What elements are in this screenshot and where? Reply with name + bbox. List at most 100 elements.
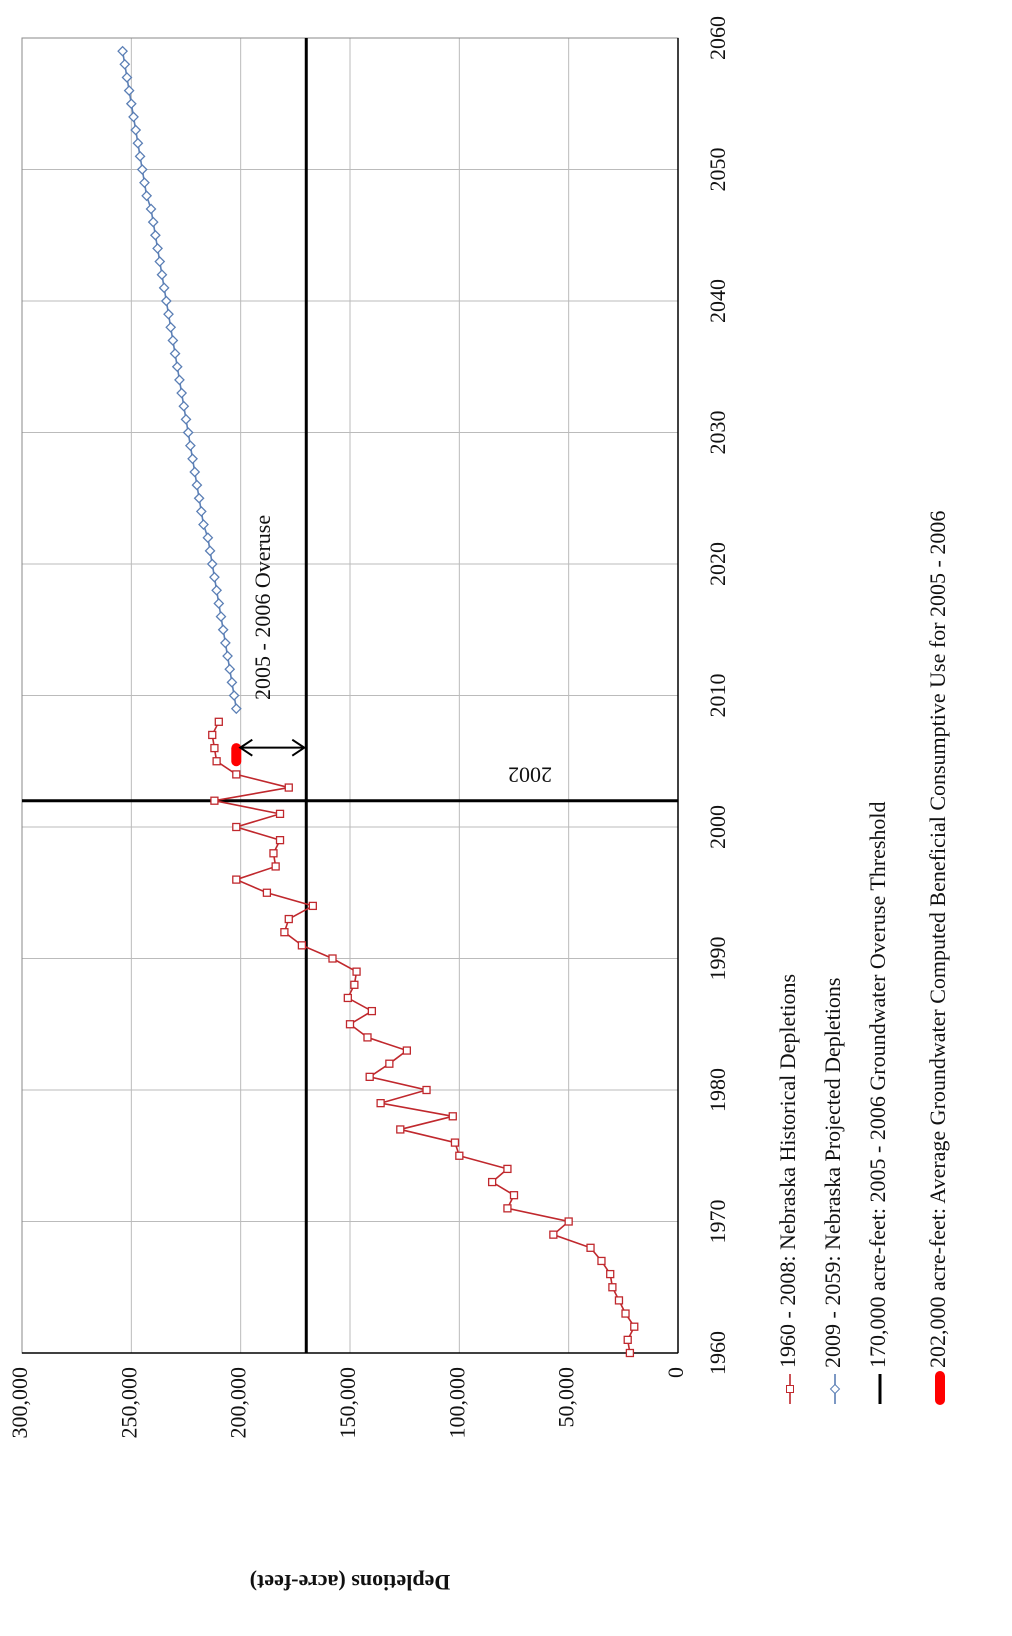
data-point <box>215 611 227 623</box>
x-tick-label: 2020 <box>705 542 730 586</box>
data-point <box>174 374 185 386</box>
data-point <box>232 875 241 884</box>
data-point <box>136 164 148 175</box>
data-point <box>165 321 177 333</box>
data-point <box>308 901 317 911</box>
x-tick-label: 2030 <box>705 411 730 455</box>
data-point <box>222 650 233 662</box>
data-point <box>169 348 181 360</box>
x-tick-label: 1960 <box>705 1331 730 1375</box>
data-point <box>625 1348 635 1358</box>
data-point <box>145 203 157 215</box>
legend-item: 202,000 acre-feet: Average Groundwater C… <box>925 511 950 1405</box>
data-point <box>564 1217 573 1226</box>
data-point <box>232 770 241 779</box>
x-tick-label: 2040 <box>705 279 730 323</box>
data-point <box>130 124 142 136</box>
data-point <box>402 1046 412 1055</box>
data-point <box>193 492 205 504</box>
data-point <box>503 1204 512 1213</box>
data-point <box>163 308 174 320</box>
legend-label: 170,000 acre-feet: 2005 - 2006 Groundwat… <box>865 801 890 1368</box>
data-point <box>396 1125 405 1134</box>
data-point <box>211 584 223 596</box>
data-point <box>134 150 146 162</box>
x-tick-label: 2050 <box>705 148 730 192</box>
data-point <box>156 269 168 281</box>
data-point <box>228 690 240 701</box>
data-point <box>448 1112 457 1121</box>
data-point <box>209 571 220 583</box>
data-point <box>158 282 170 294</box>
x-tick-label: 1970 <box>705 1200 730 1244</box>
data-point <box>184 440 196 452</box>
y-axis-title: Depletions (acre-feet) <box>250 1570 451 1595</box>
legend-item: 170,000 acre-feet: 2005 - 2006 Groundwat… <box>865 801 890 1404</box>
data-point <box>487 1177 497 1187</box>
x-tick-label: 1990 <box>705 937 730 981</box>
data-point <box>212 757 221 766</box>
data-point <box>176 387 188 399</box>
data-point <box>204 545 216 557</box>
data-point <box>195 505 207 517</box>
reference-label: 2002 <box>508 763 552 788</box>
data-point <box>367 1006 377 1016</box>
legend-marker <box>829 1383 841 1395</box>
data-point <box>549 1230 558 1239</box>
data-point <box>280 928 289 937</box>
data-point <box>132 137 144 149</box>
data-point <box>208 730 217 740</box>
y-tick-label: 100,000 <box>444 1367 469 1439</box>
legend-item: 2009 - 2059: Nebraska Projected Depletio… <box>820 978 845 1404</box>
data-point <box>262 888 272 897</box>
data-point <box>139 177 150 189</box>
data-point <box>167 335 179 346</box>
data-point <box>226 676 238 688</box>
data-point <box>275 836 285 845</box>
data-point <box>230 703 242 715</box>
legend-label: 2009 - 2059: Nebraska Projected Depletio… <box>820 978 845 1368</box>
data-point <box>608 1283 617 1292</box>
data-point <box>191 479 203 491</box>
data-point <box>509 1191 519 1200</box>
data-point <box>269 849 278 858</box>
data-point <box>623 1335 632 1345</box>
legend-label: 1960 - 2008: Nebraska Historical Depleti… <box>775 974 800 1368</box>
data-point <box>214 717 223 726</box>
data-point <box>182 427 194 438</box>
y-tick-label: 0 <box>663 1367 688 1378</box>
data-point <box>121 72 133 83</box>
data-point <box>219 637 231 649</box>
data-point <box>586 1243 595 1252</box>
data-point <box>160 295 172 307</box>
data-point <box>328 954 337 963</box>
x-tick-label: 1980 <box>705 1068 730 1112</box>
data-point <box>206 558 218 570</box>
data-point <box>614 1296 624 1305</box>
data-point <box>141 190 153 202</box>
data-point <box>147 216 159 228</box>
data-point <box>284 783 293 792</box>
legend-label: 202,000 acre-feet: Average Groundwater C… <box>925 511 950 1368</box>
data-point <box>117 45 129 57</box>
y-tick-label: 200,000 <box>226 1367 251 1439</box>
data-point <box>210 743 219 753</box>
data-point <box>271 862 280 871</box>
data-point <box>503 1164 512 1174</box>
data-point <box>345 1020 355 1029</box>
data-point <box>152 242 163 254</box>
data-point <box>350 980 359 989</box>
data-point <box>232 822 241 832</box>
legend-item: 1960 - 2008: Nebraska Historical Depleti… <box>775 974 800 1404</box>
data-point <box>171 361 183 373</box>
data-point <box>213 598 225 609</box>
data-point <box>284 914 293 924</box>
data-point <box>202 532 214 544</box>
data-point <box>455 1151 464 1160</box>
data-point <box>450 1138 460 1147</box>
data-point <box>365 1072 374 1081</box>
data-point <box>352 967 361 976</box>
data-point <box>189 466 201 478</box>
